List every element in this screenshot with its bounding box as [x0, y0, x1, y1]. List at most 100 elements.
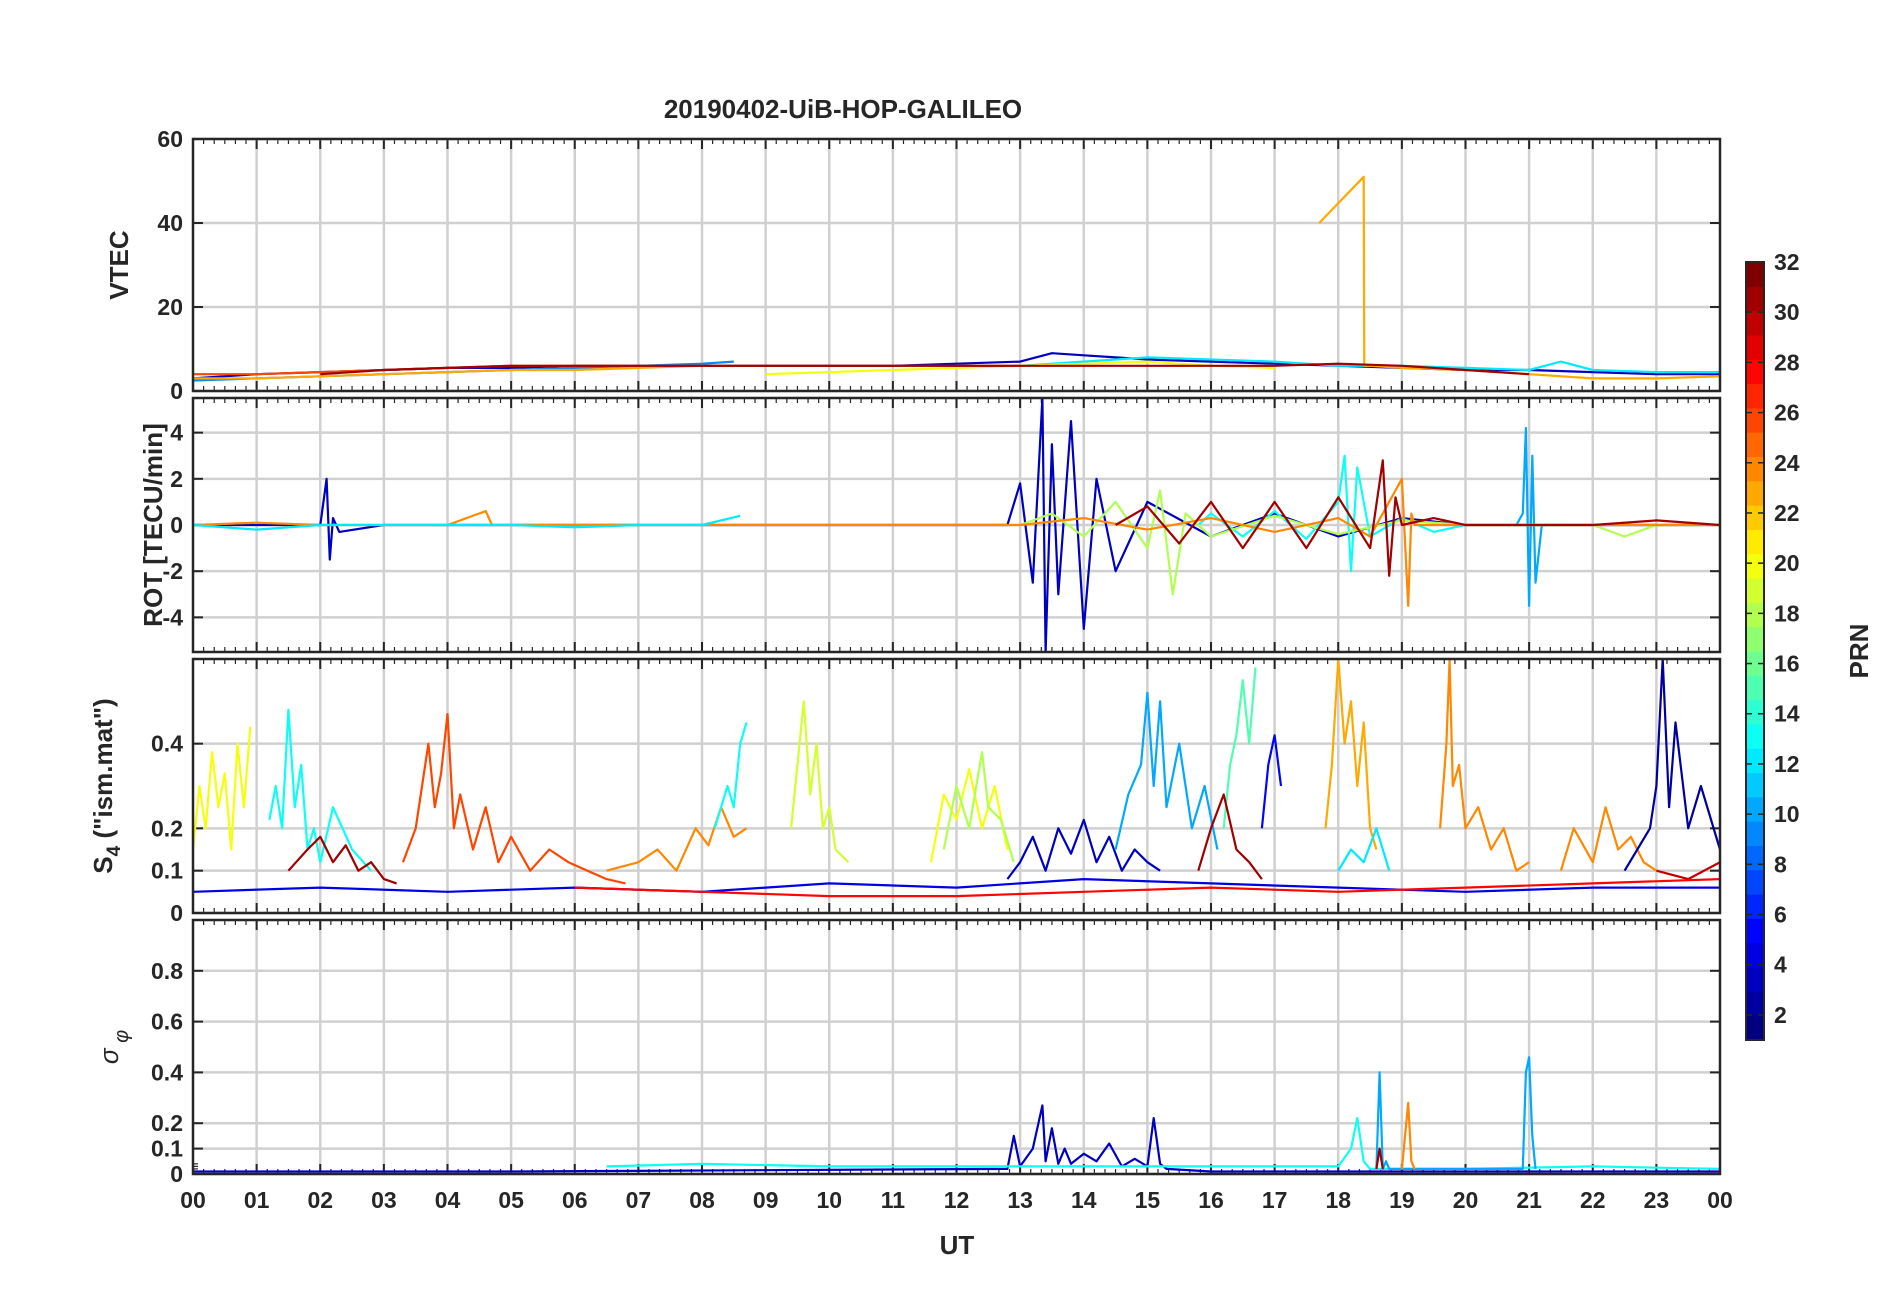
- colorbar-segment: [1746, 505, 1764, 530]
- colorbar-tick-label: 2: [1774, 1002, 1787, 1028]
- y-tick-label: 40: [157, 210, 183, 236]
- colorbar-segment: [1746, 602, 1764, 628]
- series-prn-10: [1515, 426, 1561, 607]
- series-prn-24: [193, 477, 1720, 607]
- y-tick-label: 4: [170, 420, 183, 446]
- colorbar-segment: [1746, 723, 1764, 749]
- series-prn-18: [1019, 489, 1720, 596]
- colorbar-tick-label: 4: [1774, 952, 1787, 978]
- colorbar-segment: [1746, 699, 1764, 725]
- x-tick-label: 07: [626, 1187, 652, 1213]
- y-tick-label: 0: [170, 512, 183, 538]
- series-prn-23: [1324, 659, 1378, 850]
- x-tick-label: 11: [881, 1187, 906, 1213]
- x-tick-label: 04: [435, 1187, 461, 1213]
- x-tick-label: 23: [1644, 1187, 1670, 1213]
- y-tick-label: 0: [170, 900, 183, 926]
- x-tick-label: 03: [371, 1187, 397, 1213]
- series-prn-31: [320, 362, 1530, 376]
- x-tick-label: 20: [1453, 1187, 1479, 1213]
- colorbar-segment: [1746, 845, 1764, 871]
- colorbar-tick-label: 26: [1774, 400, 1800, 426]
- colorbar-label: PRN: [1844, 624, 1874, 679]
- series-group: [193, 1056, 1720, 1173]
- colorbar-tick-label: 28: [1774, 349, 1800, 375]
- colorbar-segment: [1746, 675, 1764, 701]
- colorbar-segment: [1746, 991, 1764, 1017]
- colorbar-tick-label: 18: [1774, 600, 1800, 626]
- series-group: [193, 175, 1720, 382]
- y-tick-label: -2: [163, 558, 183, 584]
- axes-frame: [191, 137, 1722, 393]
- y-tick-label: -4: [163, 604, 184, 630]
- colorbar-segment: [1746, 456, 1764, 482]
- x-tick-label: 01: [244, 1187, 270, 1213]
- x-tick-label: 00: [1707, 1187, 1733, 1213]
- colorbar-segment: [1746, 553, 1764, 579]
- series-prn-26: [401, 712, 626, 885]
- series-prn-3: [193, 1104, 1720, 1173]
- panel-s4: 0 0.1 0.2 0.4 S4 ("ism.mat"): [88, 657, 1722, 926]
- series-prn-10: [1114, 691, 1219, 850]
- y-axis-label: σ φ: [94, 1030, 133, 1064]
- x-tick-label: 10: [816, 1187, 842, 1213]
- series-prn-28: [574, 878, 1720, 898]
- x-tick-label: 22: [1580, 1187, 1606, 1213]
- series-prn-23: [193, 364, 703, 380]
- y-tick-label: 0.2: [151, 1110, 183, 1136]
- y-tick-label: 0.1: [151, 1136, 183, 1162]
- series-prn-20: [193, 726, 252, 851]
- colorbar-tick-label: 32: [1774, 249, 1800, 275]
- series-prn-19: [790, 700, 850, 863]
- colorbar-segment: [1746, 869, 1764, 895]
- x-tick-label: 14: [1071, 1187, 1097, 1213]
- x-tick-label: 15: [1135, 1187, 1161, 1213]
- x-tick-label: 19: [1389, 1187, 1415, 1213]
- series-prn-18: [942, 750, 1015, 863]
- x-tick-label: 13: [1007, 1187, 1033, 1213]
- x-tick-label: 09: [753, 1187, 779, 1213]
- x-tick-label: 17: [1262, 1187, 1288, 1213]
- colorbar-segment: [1746, 286, 1764, 312]
- series-prn-24: [1400, 1101, 1416, 1170]
- series-group: [193, 398, 1720, 652]
- colorbar-tick-label: 20: [1774, 550, 1800, 576]
- colorbar-segment: [1746, 651, 1764, 676]
- series-prn-24: [606, 806, 748, 872]
- colorbar-segment: [1746, 821, 1764, 846]
- colorbar-segment: [1746, 359, 1764, 385]
- x-tick-label: 06: [562, 1187, 588, 1213]
- series-prn-5: [1260, 734, 1283, 829]
- y-tick-label: 2: [170, 466, 183, 492]
- colorbar-tick-label: 16: [1774, 651, 1800, 677]
- colorbar-segment: [1746, 748, 1764, 774]
- y-tick-label: 0.1: [151, 858, 183, 884]
- x-tick-label: 12: [944, 1187, 970, 1213]
- panel-vtec: 0 20 40 60 VTEC: [104, 126, 1722, 404]
- axes-frame: [191, 918, 1722, 1176]
- series-prn-13: [268, 708, 372, 872]
- colorbar-tick-label: 12: [1774, 751, 1800, 777]
- colorbar-frame: [1745, 261, 1765, 1041]
- colorbar-segment: [1746, 626, 1764, 652]
- series-prn-24: [1559, 806, 1658, 872]
- colorbar-tick-label: 6: [1774, 902, 1787, 928]
- series-prn-24: [1439, 659, 1530, 872]
- colorbar-segment: [1746, 894, 1764, 919]
- y-tick-label: 0.8: [151, 958, 183, 984]
- colorbar-tick-label: 14: [1774, 701, 1800, 727]
- colorbar-tick-label: 10: [1774, 801, 1800, 827]
- series-prn-13: [713, 722, 748, 829]
- colorbar-segment: [1746, 334, 1764, 360]
- x-tick-label: 02: [307, 1187, 333, 1213]
- series-prn-15: [1222, 667, 1257, 829]
- colorbar-segment: [1746, 310, 1764, 336]
- x-tick-label: 21: [1516, 1187, 1542, 1213]
- series-prn-12: [1337, 827, 1391, 872]
- series-prn-10: [1375, 1056, 1537, 1171]
- colorbar-segment: [1746, 383, 1764, 409]
- colorbar-segment: [1746, 1015, 1764, 1041]
